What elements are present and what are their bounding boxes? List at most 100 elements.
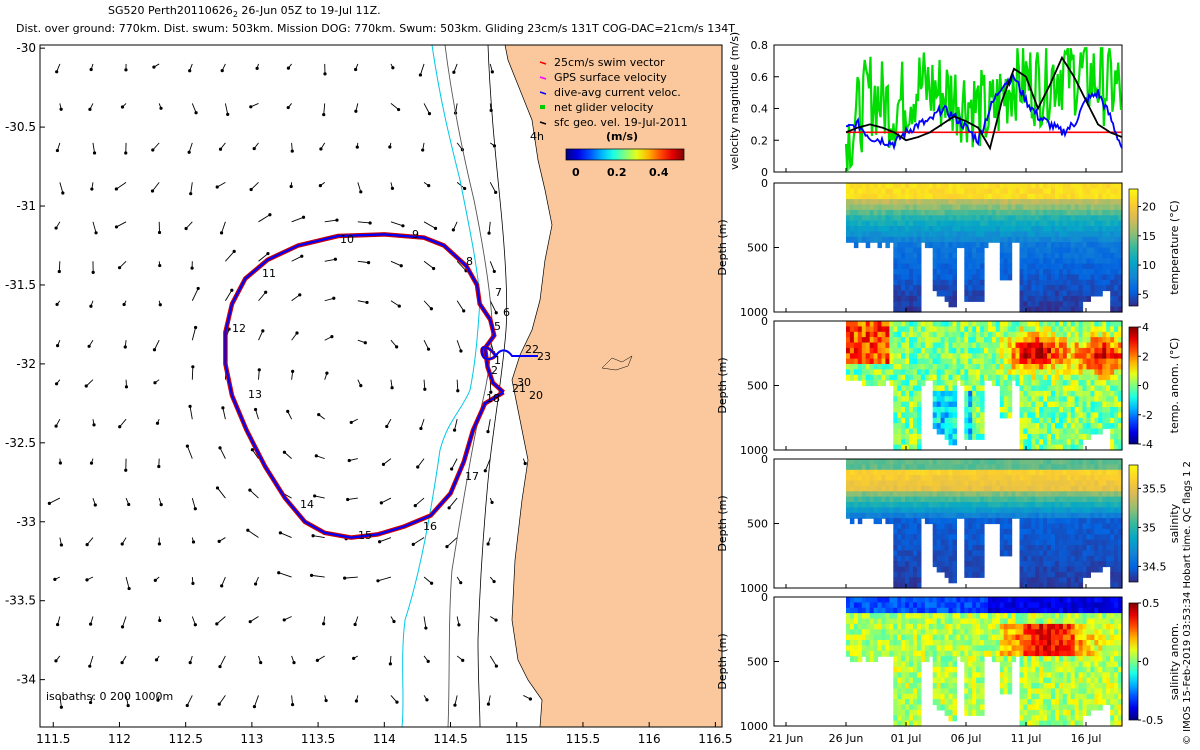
heatmap-cell [901,582,906,589]
heatmap-cell [1027,364,1032,370]
heatmap-cell [1086,188,1091,195]
current-vector [116,181,127,190]
heatmap-cell [901,640,906,646]
heatmap-cell [1003,401,1009,408]
heatmap-cell [1086,464,1091,471]
heatmap-cell [861,602,867,609]
heatmap-cell [901,428,906,435]
heatmap-cell [905,661,910,668]
heatmap-cell [952,571,957,578]
current-vector-head [355,145,359,149]
heatmap-cell [991,469,997,476]
heatmap-cell [995,193,1001,200]
heatmap-cell [944,226,950,232]
map-frame [39,44,723,728]
heatmap-cell [853,199,859,206]
heatmap-cell [913,640,918,646]
heatmap-cell [1039,417,1044,424]
heatmap-cell [1078,545,1084,551]
heatmap-cell [865,183,871,189]
heatmap-cell [968,502,973,508]
heatmap-cell [999,353,1005,360]
heatmap-cell [995,475,1001,482]
heatmap-cell [1066,258,1072,265]
current-vector-head [368,221,372,225]
heatmap-cell [964,385,969,392]
heatmap-cell [1078,518,1084,525]
heatmap-cell [984,220,989,227]
heatmap-cell [881,347,886,354]
heatmap-cell [1118,545,1123,551]
heatmap-cell [1039,561,1044,568]
heatmap-cell [861,634,867,641]
heatmap-cell [846,337,851,344]
heatmap-cell [901,677,906,684]
heatmap-cell [984,337,989,344]
heatmap-cell [1082,545,1088,551]
heatmap-cell [936,353,942,360]
heatmap-cell [1027,396,1032,403]
series-sfc-geo-vel- [845,55,1123,151]
heatmap-cell [1007,407,1013,413]
heatmap-cell [1003,358,1009,365]
heatmap-cell [873,613,879,620]
heatmap-cell [1043,369,1048,376]
heatmap-cell [944,337,950,344]
heatmap-cell [1015,199,1020,206]
heatmap-cell [1007,364,1013,370]
heatmap-cell [1102,263,1107,270]
heatmap-cell [1090,247,1095,254]
heatmap-cell [1102,507,1107,514]
heatmap-cell [1114,550,1119,557]
current-vector-head [120,661,124,665]
heatmap-cell [1051,401,1056,408]
heatmap-cell [948,566,953,573]
heatmap-cell [917,433,922,440]
current-vector-head [257,368,261,372]
heatmap-cell [980,539,985,546]
heatmap-cell [1003,353,1009,360]
heatmap-cell [873,215,879,222]
heatmap-cell [917,321,922,327]
heatmap-cell [944,220,950,227]
current-vector-head [429,307,433,311]
current-vector-head [88,700,93,705]
heatmap-cell [1007,263,1013,270]
heatmap-cell [948,242,953,249]
heatmap-cell [1082,258,1088,265]
heatmap-cell [909,550,914,557]
heatmap-cell [1047,263,1052,270]
heatmap-cell [1051,247,1056,254]
heatmap-cell [893,290,898,297]
heatmap-cell [1055,396,1060,403]
heatmap-cell [901,534,906,541]
heatmap-cell [944,412,950,419]
heatmap-cell [932,193,938,200]
heatmap-cell [948,464,953,471]
heatmap-cell [909,566,914,573]
heatmap-cell [956,242,961,249]
heatmap-cell [893,274,898,281]
heatmap-cell [999,321,1005,327]
heatmap-cell [849,226,855,232]
heatmap-cell [1070,439,1076,446]
heatmap-cell [1027,295,1032,302]
heatmap-cell [932,269,938,275]
heatmap-cell [893,444,898,451]
heatmap-cell [869,347,875,354]
heatmap-cell [932,279,938,286]
heatmap-cell [968,433,973,440]
heatmap-cell [1058,396,1064,403]
heatmap-cell [1090,496,1095,503]
heatmap-cell [952,247,957,254]
heatmap-cell [1102,396,1107,403]
heatmap-cell [1102,258,1107,265]
heatmap-cell [1094,459,1099,465]
heatmap-cell [1023,480,1028,487]
heatmap-cell [913,380,918,387]
heatmap-cell [1003,464,1009,471]
heatmap-cell [932,385,938,392]
heatmap-cell [913,439,918,446]
heatmap-cell [924,183,930,189]
map-x-axis: 111.5 112 112.5 113 113.5 114 114.5 115 115.5 116… [36,722,733,746]
